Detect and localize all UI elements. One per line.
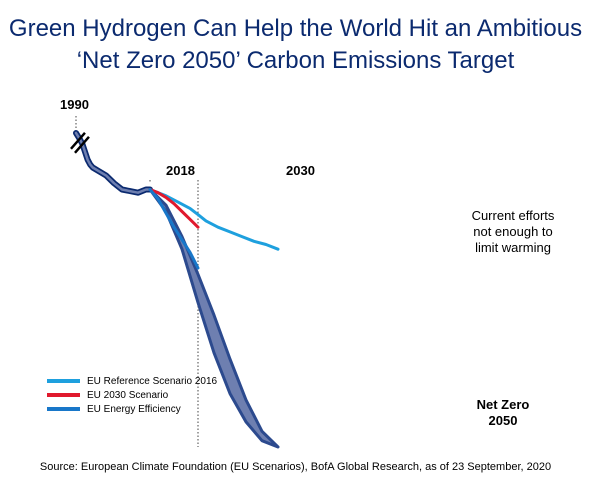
historical-band-fill bbox=[74, 131, 152, 194]
annotation-current-line-2: not enough to bbox=[473, 224, 553, 239]
chart-title-line-2: ‘Net Zero 2050’ Carbon Emissions Target bbox=[76, 47, 515, 74]
legend-item-reference: EU Reference Scenario 2016 bbox=[47, 374, 217, 388]
legend-swatch-efficiency bbox=[47, 407, 80, 411]
legend-swatch-2030 bbox=[47, 393, 80, 397]
annotation-netzero-line-1: Net Zero bbox=[476, 397, 530, 412]
chart-title-line-1: Green Hydrogen Can Help the World Hit an… bbox=[8, 15, 583, 42]
year-label-2030: 2030 bbox=[286, 163, 315, 178]
annotation-net-zero: Net Zero 2050 bbox=[468, 397, 538, 429]
legend-label-2030: EU 2030 Scenario bbox=[87, 389, 169, 401]
legend-item-efficiency: EU Energy Efficiency bbox=[47, 402, 217, 416]
annotation-netzero-line-2: 2050 bbox=[488, 413, 518, 428]
annotation-current-line-1: Current efforts bbox=[471, 208, 555, 223]
series-line-1 bbox=[148, 188, 200, 229]
chart-legend: EU Reference Scenario 2016 EU 2030 Scena… bbox=[47, 374, 217, 416]
legend-label-efficiency: EU Energy Efficiency bbox=[87, 403, 181, 415]
legend-label-reference: EU Reference Scenario 2016 bbox=[87, 375, 218, 387]
year-label-1990: 1990 bbox=[60, 97, 89, 112]
series-line-2 bbox=[148, 188, 200, 270]
net-zero-band bbox=[148, 188, 280, 449]
axis-break-mark-1 bbox=[70, 132, 86, 150]
axis-break-mark-2 bbox=[74, 136, 90, 154]
legend-swatch-reference bbox=[47, 379, 80, 383]
chart-source-note: Source: European Climate Foundation (EU … bbox=[39, 461, 552, 473]
annotation-current-line-3: limit warming bbox=[475, 240, 551, 255]
annotation-current-efforts: Current efforts not enough to limit warm… bbox=[458, 208, 568, 256]
year-label-2018: 2018 bbox=[166, 163, 195, 178]
legend-item-2030: EU 2030 Scenario bbox=[47, 388, 217, 402]
